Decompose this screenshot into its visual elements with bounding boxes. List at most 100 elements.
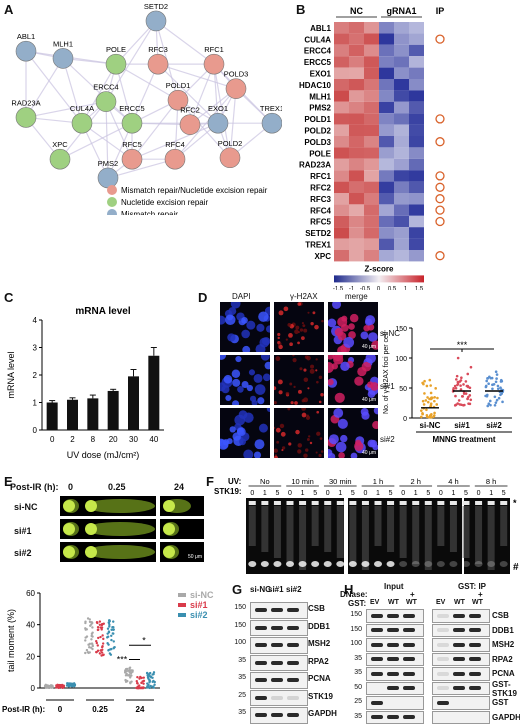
gel-band-bottom: [273, 561, 282, 567]
data-point: [67, 684, 71, 688]
protein-band: [255, 678, 267, 683]
gel-band-bottom: [286, 561, 294, 567]
legend-swatch: [107, 185, 117, 195]
heat-cell: [334, 227, 349, 239]
mw-marker: 100: [234, 639, 246, 646]
x-group-label: 0.25: [92, 705, 108, 714]
heat-cell: [379, 158, 394, 171]
protein-band: [403, 628, 415, 633]
data-point: [491, 387, 494, 391]
mw-marker: 35: [238, 674, 246, 681]
protein-band: [453, 686, 465, 691]
group-ip: IP: [436, 6, 445, 16]
protein-band: [453, 642, 465, 647]
heat-cell: [379, 124, 394, 136]
protein-band: [287, 643, 299, 648]
network-edge: [157, 63, 237, 90]
heat-cell: [364, 56, 379, 68]
data-point: [138, 686, 142, 690]
heat-cell: [334, 33, 349, 45]
data-point: [90, 632, 94, 636]
mw-marker: 150: [350, 611, 362, 618]
chart-title: mRNA level: [75, 306, 130, 317]
heat-cell: [364, 79, 379, 91]
data-point: [433, 399, 436, 403]
dose-label: 5: [389, 490, 393, 497]
data-point: [100, 651, 104, 654]
heat-cell: [334, 215, 349, 228]
data-point: [423, 379, 426, 383]
node-label: ABL1: [17, 32, 35, 41]
gel-smear: [374, 506, 382, 546]
panel-d-label: D: [198, 290, 208, 305]
x-axis-label: UV dose (mJ/cm²): [67, 450, 140, 460]
data-point: [66, 682, 70, 686]
node-label: RFC4: [165, 140, 185, 149]
micrograph-tile: [274, 355, 324, 405]
blot-label: DDB1: [492, 625, 514, 635]
heat-cell: [334, 147, 349, 159]
data-point: [469, 365, 473, 369]
blot-label: RPA2: [308, 656, 329, 666]
data-point: [493, 395, 497, 399]
micrograph-tile: [274, 302, 324, 352]
data-point: [484, 394, 487, 398]
comet-tile: [82, 542, 156, 562]
gst-label: GST:: [348, 599, 367, 608]
gel-band-bottom: [487, 561, 496, 567]
heat-cell: [364, 227, 379, 239]
network-edge: [131, 122, 219, 160]
gel-smear: [449, 506, 457, 552]
blot-label: PCNA: [492, 669, 515, 678]
gel-smear: [286, 506, 294, 564]
protein-band: [287, 678, 299, 683]
panel-f-label: F: [206, 474, 214, 489]
protein-band: [271, 625, 283, 630]
heat-cell: [334, 79, 349, 91]
protein-band: [469, 613, 481, 618]
data-point: [99, 626, 102, 629]
data-point: [95, 621, 99, 624]
lane-label: WT: [472, 599, 483, 606]
gene-label: PMS2: [309, 104, 331, 113]
dose-label: 0: [250, 490, 254, 497]
heat-cell: [394, 136, 409, 148]
heat-cell: [334, 158, 349, 171]
tail-moment-plot: 0 20 40 60 tail moment (%) 0 0.25 24 Post-IR (h)…: [2, 589, 214, 714]
data-point: [112, 628, 115, 632]
data-point: [152, 672, 155, 676]
data-point: [110, 638, 113, 642]
tp-025: 0.25: [108, 482, 126, 492]
data-point: [456, 356, 460, 360]
col-dapi: DAPI: [232, 292, 251, 301]
gene-label: MLH1: [309, 92, 331, 101]
data-point: [152, 679, 155, 683]
panel-a-label: A: [4, 2, 14, 17]
gel-smear: [437, 506, 445, 546]
network-edge: [62, 57, 133, 124]
heat-cell: [334, 22, 349, 34]
data-point: [88, 620, 92, 624]
data-point: [129, 669, 133, 672]
gel-band-bottom: [336, 561, 345, 567]
gel-band-top: [273, 501, 281, 505]
protein-band: [437, 671, 449, 676]
heat-cell: [394, 22, 409, 34]
blot-label: MSH2: [308, 639, 331, 648]
heat-cell: [349, 67, 364, 79]
data-point: [107, 630, 111, 633]
mw-marker: 50: [354, 683, 362, 691]
data-point: [140, 676, 143, 680]
data-point: [432, 414, 436, 417]
x-tick-label: 30: [129, 435, 138, 444]
heat-cell: [349, 170, 364, 182]
ip-marker: [435, 34, 445, 44]
data-point: [102, 637, 105, 641]
node-ercc4: [95, 91, 117, 112]
data-point: [89, 646, 93, 649]
y-axis-label: tail moment (%): [6, 609, 16, 672]
group-grna1: gRNA1: [386, 6, 416, 16]
gel-band-bottom: [474, 561, 483, 567]
data-point: [95, 641, 99, 645]
blot-strip: [432, 710, 490, 724]
